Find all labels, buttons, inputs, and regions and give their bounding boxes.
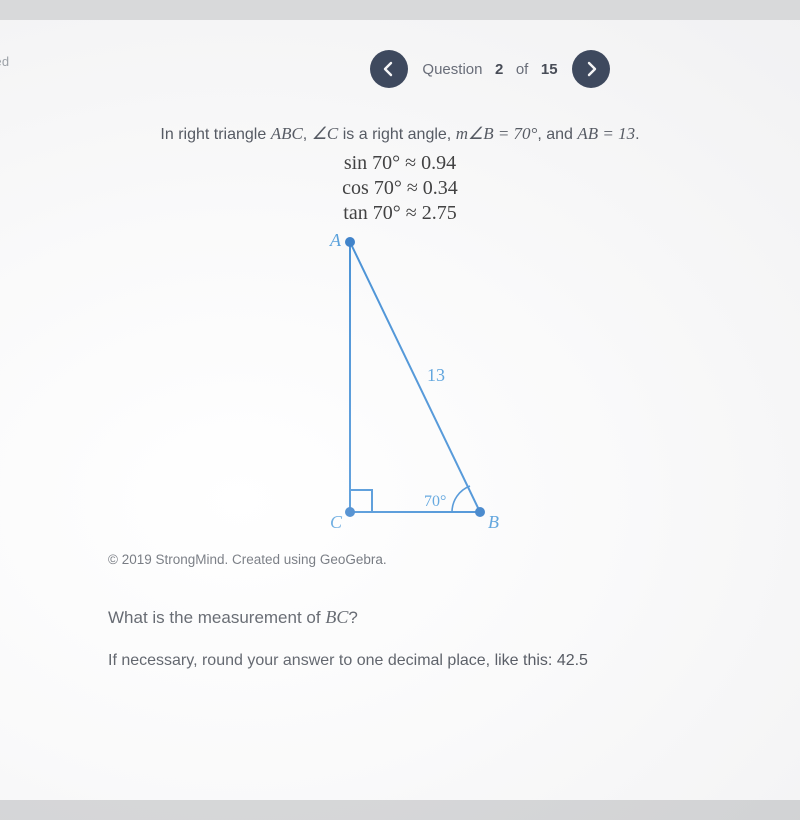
intro-text-2: , <box>303 126 312 143</box>
next-question-button[interactable] <box>572 50 610 88</box>
counter-total: 15 <box>541 61 558 78</box>
figure-container: A B C 13 70° <box>48 222 752 542</box>
ab-eq: AB = 13 <box>577 124 635 143</box>
rounding-hint: If necessary, round your answer to one d… <box>48 652 752 670</box>
chevron-right-icon <box>583 61 599 77</box>
page-container: aved Question 2 of 15 In right triangle … <box>0 20 800 800</box>
intro-text-4: , and <box>537 126 577 143</box>
trig-values: sin 70° ≈ 0.94 cos 70° ≈ 0.34 tan 70° ≈ … <box>48 151 752 226</box>
svg-text:C: C <box>330 512 343 532</box>
figure-credit: © 2019 StrongMind. Created using GeoGebr… <box>48 552 752 567</box>
m-angle-b: m∠B = 70° <box>456 124 538 143</box>
trig-cos: cos 70° ≈ 0.34 <box>48 176 752 201</box>
triangle-figure: A B C 13 70° <box>250 222 550 542</box>
svg-text:13: 13 <box>427 365 445 385</box>
intro-text-5: . <box>635 126 639 143</box>
question-prefix: What is the measurement of <box>108 608 325 627</box>
chevron-left-icon <box>381 61 397 77</box>
triangle-name: ABC <box>271 124 303 143</box>
question-text: What is the measurement of BC? <box>48 607 752 628</box>
question-counter: Question 2 of 15 <box>422 61 557 78</box>
counter-of: of <box>516 61 529 78</box>
intro-text-1: In right triangle <box>160 126 270 143</box>
trig-sin: sin 70° ≈ 0.94 <box>48 151 752 176</box>
angle-c: ∠C <box>312 124 339 143</box>
question-var: BC <box>325 607 348 627</box>
question-nav: Question 2 of 15 <box>48 50 752 88</box>
svg-text:B: B <box>488 512 499 532</box>
problem-statement: In right triangle ABC, ∠C is a right ang… <box>48 122 752 226</box>
svg-text:70°: 70° <box>424 493 446 510</box>
intro-text-3: is a right angle, <box>338 126 455 143</box>
prev-question-button[interactable] <box>370 50 408 88</box>
svg-text:A: A <box>329 230 342 250</box>
autosave-label: aved <box>0 54 9 69</box>
question-suffix: ? <box>348 608 357 627</box>
counter-current: 2 <box>495 61 503 78</box>
counter-prefix: Question <box>422 61 482 78</box>
